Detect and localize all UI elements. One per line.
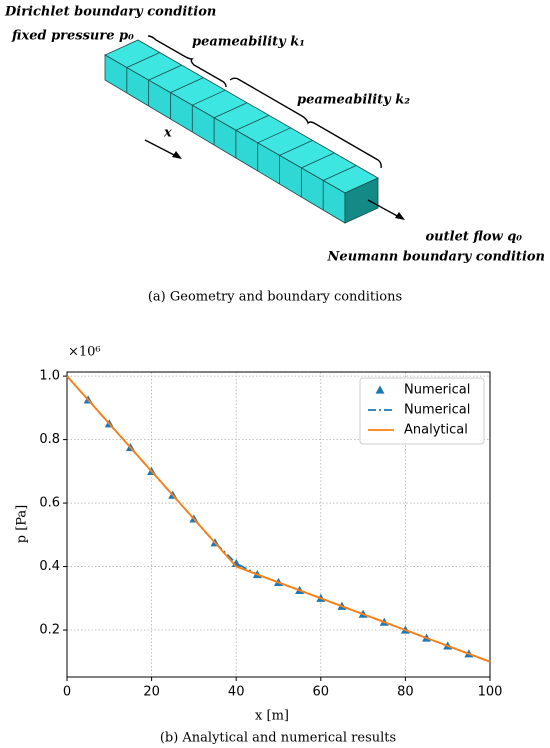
cube-edge: [148, 64, 182, 81]
x-arrow: [144, 139, 179, 158]
segment-label: peameability k₂: [297, 93, 410, 108]
brace-k1: [147, 35, 227, 88]
legend-marker: [375, 385, 385, 394]
direction-label: x: [163, 126, 172, 141]
plot-frame: [66, 371, 491, 678]
legend-label: Numerical: [404, 383, 470, 398]
x-tick-label: 40: [228, 685, 245, 700]
y-tick-label: 1.0: [39, 369, 60, 384]
cube-edge: [170, 77, 204, 94]
y-tick-label: 0.4: [39, 559, 60, 574]
y-offset-label: ×10⁶: [68, 345, 101, 360]
y-tick-label: 0.2: [39, 623, 60, 638]
x-arrowhead: [172, 151, 182, 159]
left-sublabel: fixed pressure p₀: [11, 29, 134, 44]
bar-top: [104, 39, 379, 194]
bar-end: [344, 177, 379, 224]
caption: (a) Geometry and boundary conditions: [148, 290, 402, 305]
outlet-arrowhead: [395, 212, 405, 220]
line: [66, 375, 491, 663]
outlet-sublabel: Neumann boundary condition: [327, 250, 545, 265]
x-tick-label: 80: [397, 685, 414, 700]
x-tick-label: 20: [143, 685, 160, 700]
x-tick-label: 100: [478, 685, 503, 700]
cube-edge: [323, 165, 357, 181]
cube-edge: [301, 152, 335, 169]
left-label: Dirichlet boundary condition: [4, 5, 216, 20]
y-axis-label: p [Pa]: [15, 505, 30, 544]
caption: (b) Analytical and numerical results: [160, 731, 396, 746]
cube-edge: [213, 102, 248, 119]
y-tick-label: 0.6: [39, 496, 60, 511]
x-tick-label: 0: [63, 685, 71, 700]
x-tick-label: 60: [313, 685, 330, 700]
x-axis-label: x [m]: [255, 709, 289, 724]
outlet-label: outlet flow q₀: [426, 230, 523, 245]
cube-edge: [126, 52, 160, 68]
cube-edge: [257, 127, 291, 144]
legend-label: Numerical: [404, 403, 470, 418]
cube-edge: [192, 89, 226, 106]
legend-label: Analytical: [404, 423, 468, 438]
cube-edge: [235, 114, 270, 131]
brace-k2: [229, 77, 382, 169]
y-tick-label: 0.8: [39, 432, 60, 447]
legend-box: [359, 377, 485, 445]
cube-edge: [279, 139, 313, 156]
segment-label: peameability k₁: [192, 35, 305, 50]
geometry: [104, 35, 405, 224]
outlet-arrow: [367, 199, 402, 219]
